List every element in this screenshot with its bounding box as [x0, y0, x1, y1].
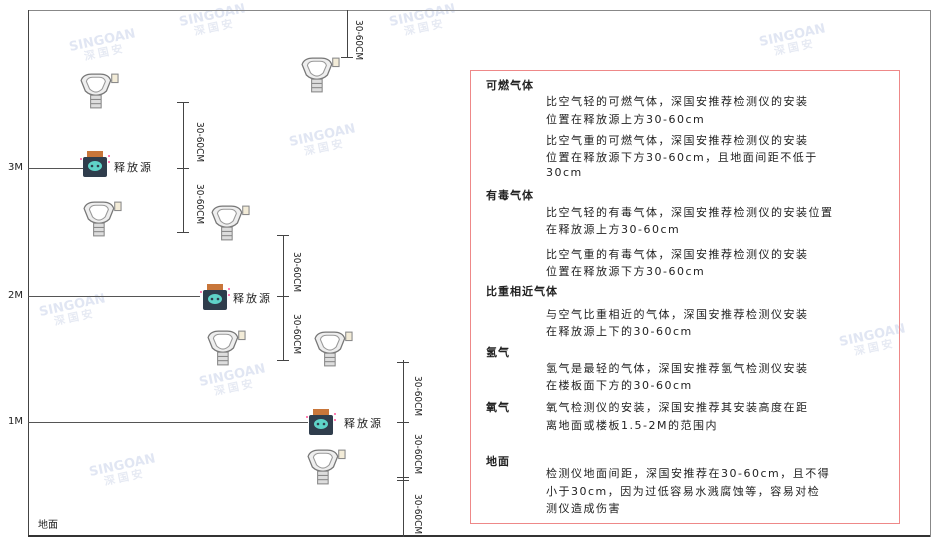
installation-notes-box: 可燃气体 比空气轻的可燃气体，深国安推荐检测仪的安装 位置在释放源上方30-60… [470, 70, 900, 524]
release-source-label: 释放源 [114, 161, 153, 174]
note-line: 检测仪地面间距，深国安推荐在30-60cm，且不得 [546, 467, 831, 480]
release-source-icon [80, 150, 110, 178]
watermark-logo: SINGOAN 深国安 [37, 291, 107, 329]
note-line: 比空气轻的可燃气体，深国安推荐检测仪的安装 [546, 95, 809, 108]
level-2m-line [28, 296, 200, 297]
watermark-logo: SINGOAN 深国安 [387, 1, 457, 39]
level-3m-line [28, 168, 83, 169]
dimension-tick [277, 296, 289, 297]
note-line: 比空气重的可燃气体，深国安推荐检测仪的安装 [546, 134, 809, 147]
dimension-tick [277, 360, 289, 361]
note-line: 在楼板面下方的30-60cm [546, 379, 693, 392]
note-line: 与空气比重相近的气体，深国安推荐检测仪安装 [546, 308, 809, 321]
heading-hydrogen: 氢气 [486, 346, 510, 359]
release-source-label: 释放源 [344, 417, 383, 430]
heading-combustible: 可燃气体 [486, 79, 534, 92]
watermark-logo: SINGOAN 深国安 [87, 451, 157, 489]
note-line: 30cm [546, 166, 583, 179]
note-line: 比空气重的有毒气体，深国安推荐检测仪的安装 [546, 248, 809, 261]
release-source-label: 释放源 [233, 292, 272, 305]
gas-detector-icon [79, 200, 123, 238]
dimension-line [183, 102, 184, 232]
level-1m-line [28, 422, 308, 423]
dimension-tick [177, 102, 189, 103]
heading-ground: 地面 [486, 455, 510, 468]
heading-toxic: 有毒气体 [486, 189, 534, 202]
heading-similar-density: 比重相近气体 [486, 285, 558, 298]
dimension-tick [397, 422, 409, 423]
ceiling-line [28, 10, 930, 11]
gas-detector-icon [303, 448, 347, 486]
note-line: 小于30cm，因为过低容易水溅腐蚀等，容易对检 [546, 485, 821, 498]
watermark-logo: SINGOAN 深国安 [757, 21, 827, 59]
gas-detector-icon [203, 329, 247, 367]
gas-detector-icon [297, 56, 341, 94]
note-line: 离地面或楼板1.5-2M的范围内 [546, 419, 718, 432]
note-line: 在释放源上下的30-60cm [546, 325, 693, 338]
watermark-logo: SINGOAN 深国安 [287, 121, 357, 159]
dimension-label: 30-60CM [353, 20, 364, 61]
heading-oxygen: 氧气 [486, 401, 510, 414]
note-line: 氢气是最轻的气体，深国安推荐氢气检测仪安装 [546, 362, 809, 375]
dimension-tick [277, 235, 289, 236]
gas-detector-icon [207, 204, 251, 242]
dimension-tick [397, 477, 409, 478]
dimension-line [283, 235, 284, 361]
note-line: 位置在释放源上方30-60cm [546, 113, 706, 126]
right-border [930, 10, 931, 537]
gas-detector-icon [76, 72, 120, 110]
dimension-label: 30-60CM [412, 434, 423, 475]
dimension-label: 30-60CM [412, 494, 423, 535]
ground-label: 地面 [38, 520, 58, 531]
release-source-icon [306, 408, 336, 436]
note-line: 测仪造成伤害 [546, 502, 621, 515]
dimension-label: 30-60CM [412, 376, 423, 417]
watermark-logo: SINGOAN 深国安 [177, 1, 247, 39]
dimension-tick [177, 168, 189, 169]
dimension-line [347, 10, 348, 58]
level-2m: 2M [8, 290, 23, 301]
watermark-logo: SINGOAN 深国安 [197, 361, 267, 399]
level-3m: 3M [8, 162, 23, 173]
dimension-tick [341, 57, 353, 58]
floor-line [28, 535, 930, 537]
dimension-tick [397, 480, 409, 481]
dimension-tick [177, 232, 189, 233]
level-1m: 1M [8, 416, 23, 427]
gas-detector-icon [310, 330, 354, 368]
dimension-label: 30-60CM [291, 252, 302, 293]
note-line: 在释放源上方30-60cm [546, 223, 681, 236]
note-line: 比空气轻的有毒气体，深国安推荐检测仪的安装位置 [546, 206, 834, 219]
note-line: 氧气检测仪的安装，深国安推荐其安装高度在距 [546, 401, 809, 414]
dimension-label: 30-60CM [291, 314, 302, 355]
dimension-label: 30-60CM [194, 184, 205, 225]
dimension-tick [397, 362, 409, 363]
wall-line [28, 10, 29, 537]
release-source-icon [200, 283, 230, 311]
watermark-logo: SINGOAN 深国安 [67, 26, 137, 64]
note-line: 位置在释放源下方30-60cm [546, 265, 706, 278]
note-line: 位置在释放源下方30-60cm，且地面间距不低于 [546, 151, 818, 164]
dimension-label: 30-60CM [194, 122, 205, 163]
dimension-line [403, 360, 404, 537]
